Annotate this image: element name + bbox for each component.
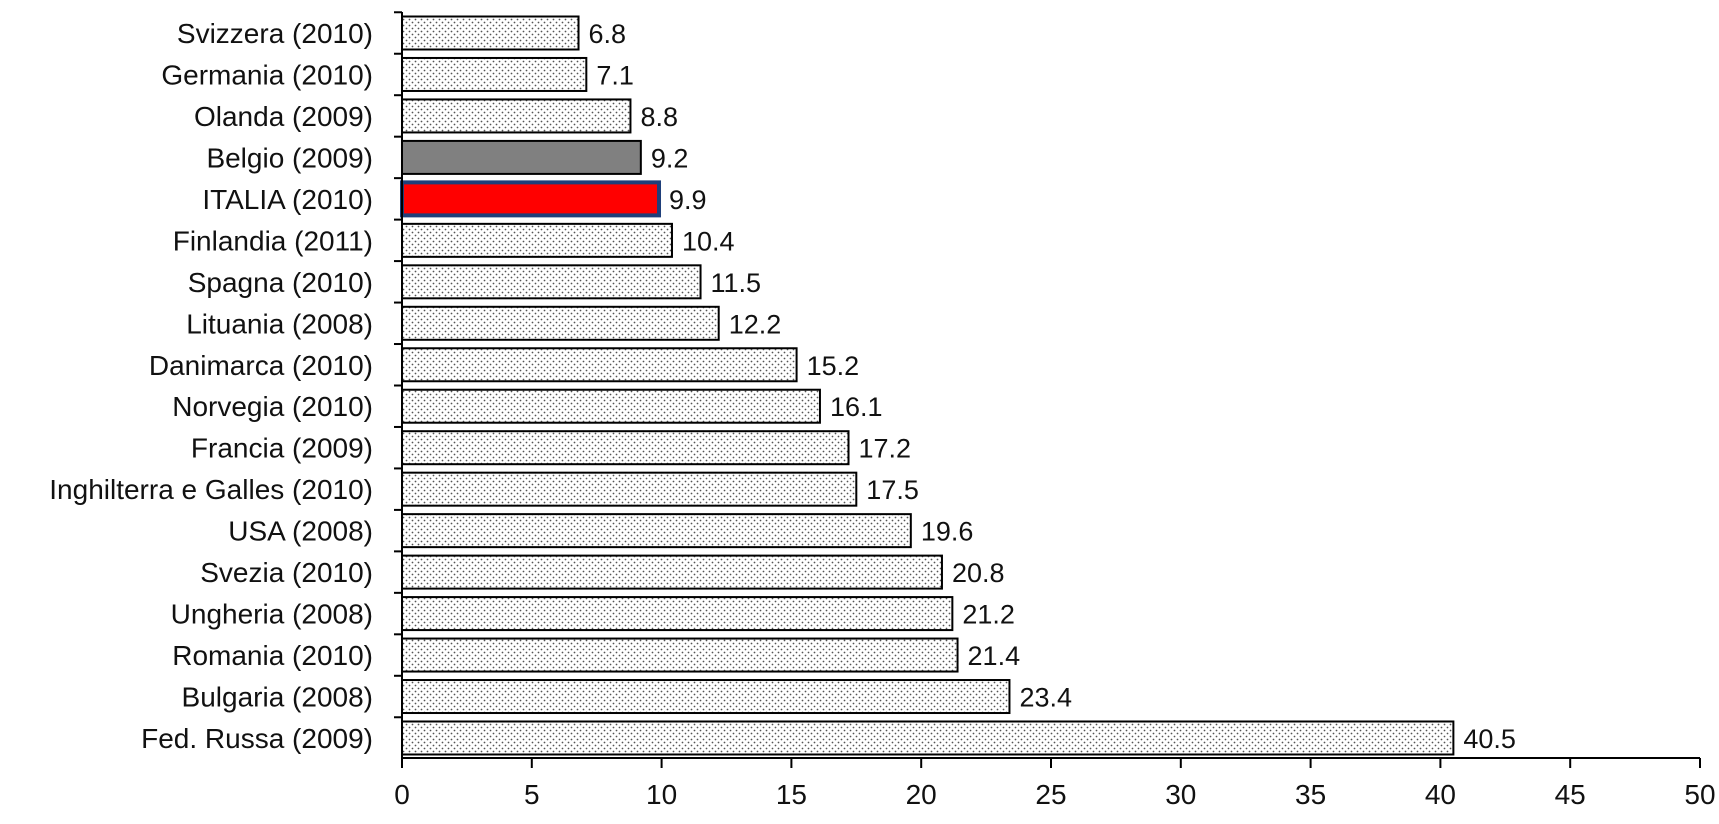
bar-2 [401, 98, 632, 134]
value-label-7: 12.2 [729, 309, 782, 339]
value-label-17: 40.5 [1463, 724, 1516, 754]
x-tick-label-4: 20 [906, 779, 937, 810]
category-label-5: Finlandia (2011) [173, 225, 373, 256]
bar-5 [401, 222, 673, 258]
bar-6 [401, 264, 702, 300]
value-labels: 6.8 7.18.8 9.2 9.9 10.4 11.5 12.2 15.2 16.1 17.2 1… [589, 19, 1516, 754]
value-label-4: 9.9 [669, 185, 707, 215]
x-tick-label-2: 10 [646, 779, 677, 810]
x-tick-label-6: 30 [1165, 779, 1196, 810]
category-label-16: Bulgaria (2008) [182, 682, 373, 713]
category-label-1: Germania (2010) [161, 59, 373, 90]
value-label-10: 17.2 [859, 434, 912, 464]
value-label-6: 11.5 [711, 268, 762, 298]
category-label-3: Belgio (2009) [206, 142, 373, 173]
value-label-15: 21.4 [968, 641, 1021, 671]
bar-12 [401, 513, 912, 549]
category-label-14: Ungheria (2008) [171, 599, 373, 630]
x-tick-label-0: 0 [394, 779, 410, 810]
category-label-17: Fed. Russa (2009) [141, 723, 373, 754]
category-label-9: Norvegia (2010) [172, 391, 373, 422]
bar-1 [401, 56, 588, 92]
x-tick-label-3: 15 [776, 779, 807, 810]
value-label-11: 17.5 [866, 475, 919, 505]
value-label-14: 21.2 [962, 600, 1015, 630]
category-label-0: Svizzera (2010) [177, 18, 373, 49]
category-label-12: USA (2008) [228, 516, 373, 547]
value-label-3: 9.2 [651, 143, 689, 173]
x-axis: 0 5 10 15 20 25 30 35 40 45 50 [394, 11, 1716, 810]
category-label-11: Inghilterra e Galles (2010) [49, 474, 373, 505]
bar-17 [401, 720, 1455, 756]
bar-0 [401, 15, 580, 51]
value-label-16: 23.4 [1019, 683, 1072, 713]
value-label-9: 16.1 [830, 392, 883, 422]
bar-3 [401, 139, 642, 175]
value-label-13: 20.8 [952, 558, 1005, 588]
x-tick-label-7: 35 [1295, 779, 1326, 810]
value-label-5: 10.4 [682, 226, 735, 256]
value-label-8: 15.2 [807, 351, 860, 381]
bar-4 [400, 180, 662, 218]
category-labels: Svizzera (2010) Germania (2010) Olanda (20… [49, 18, 373, 754]
x-tick-label-5: 25 [1035, 779, 1066, 810]
category-label-8: Danimarca (2010) [149, 350, 373, 381]
bar-8 [401, 347, 798, 383]
value-label-0: 6.8 [589, 19, 627, 49]
x-tick-label-9: 45 [1555, 779, 1586, 810]
category-label-15: Romania (2010) [172, 640, 373, 671]
bar-7 [401, 305, 720, 341]
bar-13 [401, 554, 943, 590]
bar-16 [401, 679, 1011, 715]
value-label-12: 19.6 [921, 517, 974, 547]
category-label-2: Olanda (2009) [194, 101, 373, 132]
bar-14 [401, 596, 954, 632]
bar-10 [401, 430, 850, 466]
x-tick-label-8: 40 [1425, 779, 1456, 810]
x-tick-label-1: 5 [524, 779, 540, 810]
x-tick-label-10: 50 [1684, 779, 1715, 810]
bars-layer [400, 15, 1455, 756]
value-label-1: 7.1 [596, 60, 634, 90]
category-label-7: Lituania (2008) [186, 308, 373, 339]
bar-11 [401, 471, 858, 507]
bar-9 [401, 388, 821, 424]
bar-15 [401, 637, 959, 673]
category-label-10: Francia (2009) [191, 433, 373, 464]
category-label-6: Spagna (2010) [188, 267, 373, 298]
category-label-13: Svezia (2010) [200, 557, 373, 588]
category-label-4: ITALIA (2010) [202, 184, 373, 215]
value-label-2: 8.8 [640, 102, 678, 132]
